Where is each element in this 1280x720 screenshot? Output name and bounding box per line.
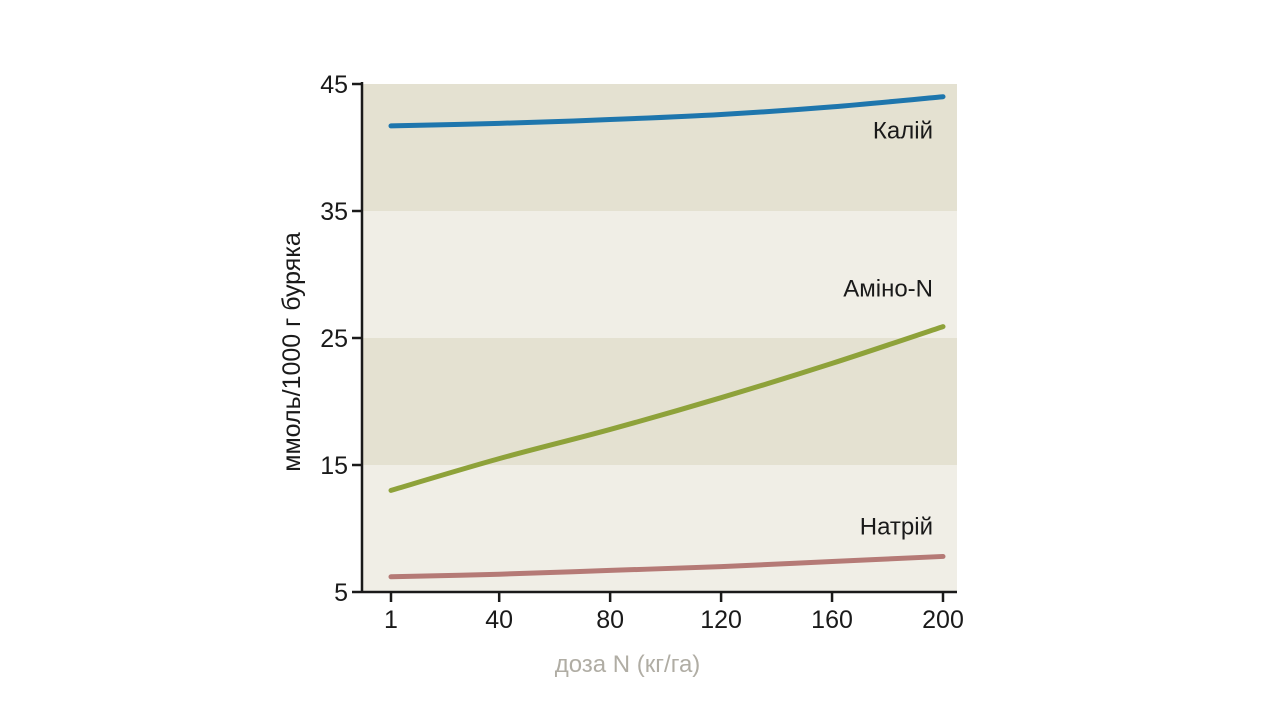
y-tick-label: 45 — [320, 71, 348, 99]
series-label: Калій — [873, 118, 933, 145]
series-label: Натрій — [860, 513, 933, 540]
x-tick-labels: 1 40 80 120 160 200 — [384, 592, 964, 634]
background-band — [362, 338, 957, 465]
y-axis-title: ммоль/1000 г буряка — [278, 232, 306, 472]
background-band — [362, 211, 957, 338]
y-tick-label: 35 — [320, 198, 348, 226]
x-axis-title: доза N (кг/га) — [555, 651, 701, 678]
x-tick-label: 1 — [384, 606, 398, 634]
y-tick-label: 15 — [320, 452, 348, 480]
x-tick-label: 200 — [922, 606, 964, 634]
series-label: Аміно-N — [843, 276, 933, 303]
y-tick-label: 25 — [320, 325, 348, 353]
x-tick-label: 160 — [811, 606, 853, 634]
x-tick-label: 80 — [596, 606, 624, 634]
series-labels: Калій Аміно-N Натрій — [843, 118, 933, 541]
x-tick-label: 120 — [700, 606, 742, 634]
series-line — [388, 553, 946, 580]
series-line — [388, 324, 946, 493]
y-tick-labels: 5 15 25 35 45 — [320, 71, 362, 607]
y-tick-label: 5 — [334, 579, 348, 607]
series-lines — [388, 94, 946, 580]
x-tick-label: 40 — [485, 606, 513, 634]
series-line — [388, 94, 946, 129]
